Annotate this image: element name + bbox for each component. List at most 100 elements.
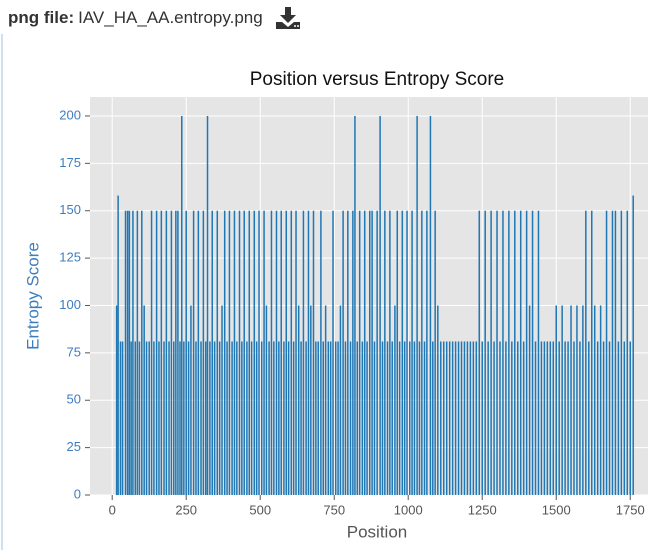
bar	[366, 341, 368, 495]
bar	[204, 341, 207, 495]
bar	[469, 341, 472, 495]
bar	[327, 341, 330, 495]
bar	[457, 341, 460, 495]
bar	[567, 341, 569, 495]
bar	[211, 210, 214, 495]
bar	[263, 210, 265, 495]
bar	[466, 341, 469, 495]
bar	[119, 341, 122, 495]
bar	[499, 341, 501, 495]
bar	[190, 305, 192, 495]
bar	[408, 341, 411, 495]
bar	[528, 305, 531, 495]
bar	[514, 210, 516, 495]
bar	[265, 305, 268, 495]
bar	[226, 341, 228, 495]
bar	[472, 341, 475, 495]
bar	[361, 341, 364, 495]
bar	[329, 341, 332, 495]
bar	[163, 341, 165, 495]
bar	[517, 341, 519, 495]
bar	[332, 210, 334, 495]
bar	[221, 305, 223, 495]
y-tick-label: 100	[59, 297, 81, 312]
bar	[406, 210, 408, 495]
bar	[241, 341, 243, 495]
bar	[437, 305, 439, 495]
bar	[132, 210, 134, 495]
bar	[183, 341, 185, 495]
bar	[588, 341, 590, 495]
bar	[255, 341, 258, 495]
bar	[481, 341, 483, 495]
bar	[260, 341, 263, 495]
y-tick-label: 50	[67, 392, 81, 407]
bar	[508, 210, 510, 495]
bar	[334, 341, 337, 495]
bar	[138, 341, 141, 495]
bar	[134, 341, 137, 495]
bar	[591, 210, 593, 495]
bar	[141, 210, 143, 495]
bar	[339, 305, 342, 495]
bar	[253, 210, 256, 495]
bar	[121, 341, 124, 495]
bar	[312, 210, 315, 495]
bar	[181, 115, 183, 495]
bar	[295, 210, 297, 495]
bar	[585, 210, 587, 495]
bar	[231, 341, 233, 495]
bar	[398, 341, 401, 495]
bar	[484, 210, 486, 495]
y-tick-label: 150	[59, 202, 81, 217]
bar	[570, 305, 572, 495]
bar	[358, 210, 361, 495]
bar	[305, 341, 307, 495]
bar	[354, 115, 356, 495]
bar	[175, 210, 177, 495]
bar	[454, 341, 457, 495]
y-tick-label: 75	[67, 344, 81, 359]
bar	[429, 115, 432, 495]
bar	[442, 341, 445, 495]
download-icon[interactable]	[275, 6, 301, 30]
bar	[522, 341, 525, 495]
bar	[602, 341, 605, 495]
bar	[233, 210, 236, 495]
bar	[280, 210, 282, 495]
file-name: IAV_HA_AA.entropy.png	[78, 8, 263, 27]
x-axis-label: Position	[347, 522, 407, 541]
y-tick-label: 175	[59, 155, 81, 170]
bar	[543, 341, 546, 495]
bar	[511, 341, 513, 495]
bar	[620, 210, 623, 495]
y-tick-label: 200	[59, 107, 81, 122]
bar	[384, 210, 386, 495]
bar	[150, 210, 153, 495]
bar	[381, 341, 384, 495]
bar	[173, 341, 175, 495]
bar	[126, 210, 129, 495]
bar	[463, 341, 466, 495]
bar	[320, 210, 322, 495]
bar	[502, 210, 504, 495]
bar	[317, 341, 319, 495]
bar	[250, 341, 253, 495]
bar	[371, 210, 373, 495]
bar	[608, 341, 611, 495]
x-tick-label: 1750	[616, 502, 645, 517]
bar	[440, 341, 442, 495]
bar	[611, 210, 614, 495]
bar	[363, 210, 366, 495]
y-tick-label: 125	[59, 250, 81, 265]
bar	[170, 210, 173, 495]
bar	[115, 305, 118, 495]
bar	[561, 305, 563, 495]
bar	[310, 305, 312, 495]
bar	[197, 210, 200, 495]
bar	[432, 341, 434, 495]
y-axis-label: Entropy Score	[23, 242, 42, 350]
bar	[605, 210, 608, 495]
